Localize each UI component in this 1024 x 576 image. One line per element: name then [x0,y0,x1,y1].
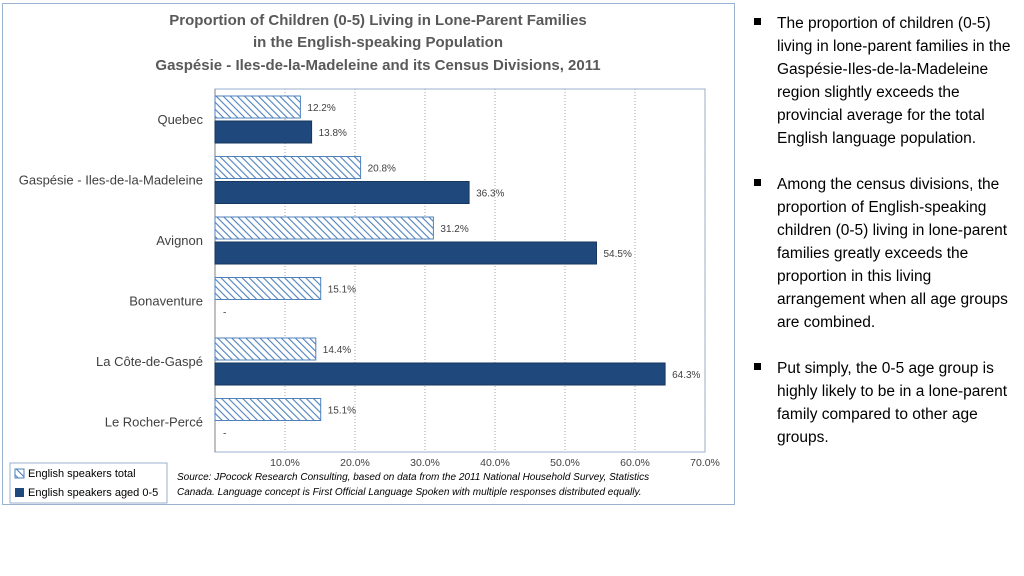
bars: 12.2% 13.8% 20.8% 36.3% 31.2% 54.5% 15.1% - 14.4… [214,95,701,440]
legend-swatch-english-0-5 [15,488,24,497]
bullet-text: Put simply, the 0-5 age group is highly … [777,360,1008,446]
gridlines [214,88,706,453]
bar-english-total [214,216,434,240]
bar-english-0-5 [214,120,313,144]
category-label: Gaspésie - Iles-de-la-Madeleine [19,173,203,188]
data-label: 31.2% [440,224,468,235]
category-label: Quebec [157,112,203,127]
square-bullet-icon [754,179,761,186]
source-line: Canada. Language concept is First Offici… [177,487,642,498]
bar-english-0-5 [214,362,666,386]
data-label: 36.3% [476,189,504,200]
bar-english-total [214,398,322,421]
source-note: Source: JPocock Research Consulting, bas… [177,472,649,498]
source-line: Source: JPocock Research Consulting, bas… [177,472,649,483]
category-label: La Côte-de-Gaspé [96,354,203,369]
bar-english-total [214,277,322,300]
data-label: 13.8% [319,128,347,139]
tick-label: 70.0% [690,457,720,469]
data-label: 12.2% [307,103,335,114]
x-axis-ticks: 10.0% 20.0% 30.0% 40.0% 50.0% 60.0% 70.0% [270,457,720,469]
bar-english-0-5 [214,241,597,265]
tick-label: 20.0% [340,457,370,469]
chart-title-line: Gaspésie - Iles-de-la-Madeleine and its … [155,57,600,74]
data-label: 15.1% [328,406,356,417]
tick-label: 50.0% [550,457,580,469]
chart-title-line: Proportion of Children (0-5) Living in L… [169,12,587,29]
chart: Proportion of Children (0-5) Living in L… [9,12,720,504]
chart-title-line: in the English-speaking Population [253,34,503,51]
tick-label: 40.0% [480,457,510,469]
bullet-item: The proportion of children (0-5) living … [754,12,1016,150]
square-bullet-icon [754,363,761,370]
data-label: 54.5% [604,249,632,260]
data-label: - [223,308,226,319]
category-label: Bonaventure [129,294,203,309]
bar-english-total [214,95,301,119]
legend-swatch-english-total [14,468,25,479]
data-label: 15.1% [328,285,356,296]
tick-label: 60.0% [620,457,650,469]
category-label: Le Rocher-Percé [105,415,203,430]
bar-english-total [214,156,362,179]
data-label: 14.4% [323,345,351,356]
bullet-text: Among the census divisions, the proporti… [777,176,1008,331]
legend-box [9,462,168,504]
data-label: 20.8% [368,164,396,175]
tick-label: 10.0% [270,457,300,469]
bullet-list: The proportion of children (0-5) living … [754,12,1016,472]
legend-label: English speakers aged 0-5 [28,487,158,499]
tick-label: 30.0% [410,457,440,469]
bullet-item: Among the census divisions, the proporti… [754,173,1016,334]
category-labels: Quebec Gaspésie - Iles-de-la-Madeleine Avi… [19,112,204,430]
bar-english-total [214,337,317,361]
square-bullet-icon [754,18,761,25]
legend-label: English speakers total [28,468,136,480]
legend: English speakers total English speakers a… [9,462,168,504]
bar-english-0-5 [214,181,470,204]
chart-title: Proportion of Children (0-5) Living in L… [155,12,600,74]
bullet-item: Put simply, the 0-5 age group is highly … [754,357,1016,449]
category-label: Avignon [156,233,203,248]
chart-frame: Proportion of Children (0-5) Living in L… [2,3,735,505]
data-label: - [223,429,226,440]
data-label: 64.3% [672,370,700,381]
bullet-text: The proportion of children (0-5) living … [777,15,1011,147]
